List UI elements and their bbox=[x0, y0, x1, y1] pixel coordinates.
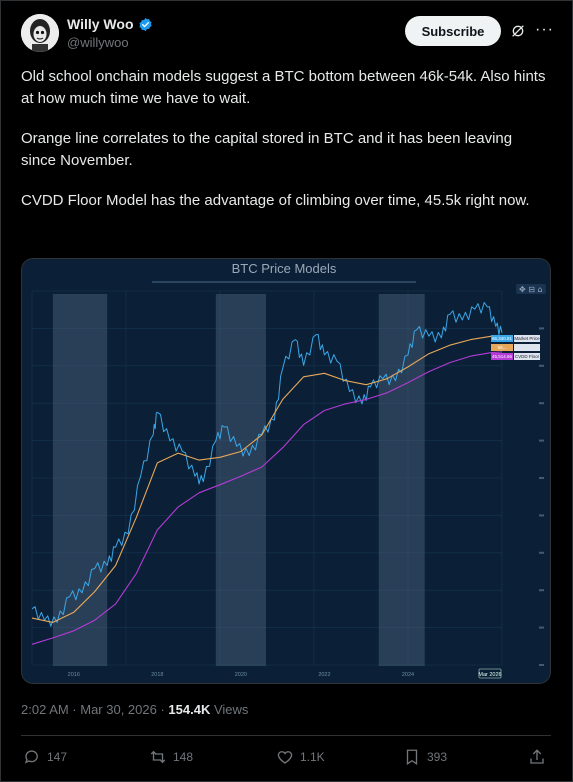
share-icon bbox=[530, 749, 544, 764]
x-tick-label: 2024 bbox=[402, 672, 414, 678]
tweet-paragraph-3: CVDD Floor Model has the advantage of cl… bbox=[21, 192, 530, 209]
legend-value: 58,.. bbox=[498, 345, 507, 350]
date-badge: Mar 2026 bbox=[478, 672, 501, 678]
legend-name: CVDD Floor bbox=[515, 354, 540, 359]
x-tick-label: 2020 bbox=[235, 672, 247, 678]
y-tick-mark bbox=[539, 327, 544, 330]
divider bbox=[21, 735, 551, 736]
view-count: 154.4K bbox=[168, 702, 211, 717]
chart-series bbox=[31, 302, 503, 645]
repost-button[interactable]: 148 bbox=[149, 748, 193, 766]
chart-shaded-bands bbox=[52, 294, 425, 666]
x-tick-label: 2016 bbox=[68, 672, 80, 678]
verified-badge-icon bbox=[138, 17, 152, 31]
heart-icon bbox=[277, 751, 293, 764]
legend-name-box bbox=[514, 353, 540, 360]
legend-value-box bbox=[491, 344, 513, 351]
chart-image[interactable]: BTC Price Models 2016 2018 2020 2022 2024 66… bbox=[21, 258, 551, 684]
avatar-portrait-icon bbox=[21, 14, 59, 52]
repost-icon bbox=[150, 750, 166, 764]
chart-legend: 66,340.81 Market Price 58,.. 45,514.66 CVDD … bbox=[491, 335, 540, 360]
bookmark-button[interactable]: 393 bbox=[403, 748, 447, 766]
halving-band bbox=[378, 294, 425, 666]
chart-background bbox=[22, 259, 550, 683]
author-block: Willy Woo @willywoo bbox=[67, 16, 153, 50]
chart-toolbar-bg bbox=[516, 284, 546, 294]
halving-band bbox=[215, 294, 266, 666]
chart-grid bbox=[31, 290, 544, 666]
date-badge-group: Mar 2026 bbox=[478, 668, 502, 679]
tweet-header: Willy Woo @willywoo Subscribe ··· bbox=[21, 14, 556, 56]
legend-name-box bbox=[514, 335, 540, 342]
action-bar: 147 148 1.1K 393 bbox=[21, 748, 551, 772]
y-tick-mark bbox=[539, 589, 544, 592]
tweet-timestamp[interactable]: 2:02 AM · Mar 30, 2026 · 154.4K Views bbox=[21, 702, 248, 717]
reply-button[interactable]: 147 bbox=[23, 748, 67, 766]
views-label: Views bbox=[210, 702, 249, 717]
chart-x-ticks: 2016 2018 2020 2022 2024 bbox=[68, 672, 414, 678]
chart-toolbar: ✥ ⊟ ⌂ bbox=[516, 284, 546, 294]
more-options-icon[interactable]: ··· bbox=[535, 21, 554, 38]
chart-move-icon[interactable]: ✥ ⊟ ⌂ bbox=[519, 285, 543, 294]
halving-band bbox=[52, 294, 108, 666]
subscribe-button[interactable]: Subscribe bbox=[405, 16, 501, 46]
repost-count: 148 bbox=[173, 750, 194, 764]
x-tick-label: 2018 bbox=[151, 672, 163, 678]
date-badge-box bbox=[478, 668, 502, 679]
like-button[interactable]: 1.1K bbox=[276, 748, 325, 766]
y-tick-mark bbox=[539, 514, 544, 517]
like-count: 1.1K bbox=[300, 750, 325, 764]
y-tick-mark bbox=[539, 664, 544, 666]
x-tick-label: 2022 bbox=[318, 672, 330, 678]
reply-count: 147 bbox=[47, 750, 68, 764]
series-line-1 bbox=[31, 302, 503, 627]
legend-value-box bbox=[491, 353, 513, 360]
y-tick-mark bbox=[539, 439, 544, 442]
timestamp-text: 2:02 AM · Mar 30, 2026 · bbox=[21, 702, 169, 717]
avatar[interactable] bbox=[21, 14, 59, 52]
series-line-2 bbox=[31, 335, 503, 623]
y-tick-mark bbox=[539, 551, 544, 554]
chart-title: BTC Price Models bbox=[232, 261, 337, 276]
author-name[interactable]: Willy Woo bbox=[67, 16, 134, 32]
tweet-paragraph-2: Orange line correlates to the capital st… bbox=[21, 130, 513, 169]
y-tick-mark bbox=[539, 402, 544, 405]
bookmark-count: 393 bbox=[427, 750, 448, 764]
bookmark-icon bbox=[406, 749, 418, 766]
legend-value: 45,514.66 bbox=[492, 354, 513, 359]
tweet-paragraph-1: Old school onchain models suggest a BTC … bbox=[21, 68, 546, 107]
y-tick-mark bbox=[539, 364, 544, 367]
author-name-row: Willy Woo bbox=[67, 16, 153, 32]
reply-icon bbox=[24, 750, 38, 764]
series-line-3 bbox=[31, 351, 503, 645]
grok-icon[interactable] bbox=[510, 23, 526, 39]
legend-value-box bbox=[491, 335, 513, 342]
y-tick-mark bbox=[539, 477, 544, 479]
legend-name: Market Price bbox=[514, 336, 540, 341]
author-handle[interactable]: @willywoo bbox=[67, 35, 129, 50]
legend-value: 66,340.81 bbox=[492, 336, 513, 341]
share-button[interactable] bbox=[528, 748, 546, 766]
btc-price-models-chart: BTC Price Models 2016 2018 2020 2022 2024 66… bbox=[22, 259, 550, 683]
legend-name-box bbox=[514, 344, 540, 351]
tweet-text: Old school onchain models suggest a BTC … bbox=[21, 66, 551, 230]
y-tick-mark bbox=[539, 626, 544, 629]
